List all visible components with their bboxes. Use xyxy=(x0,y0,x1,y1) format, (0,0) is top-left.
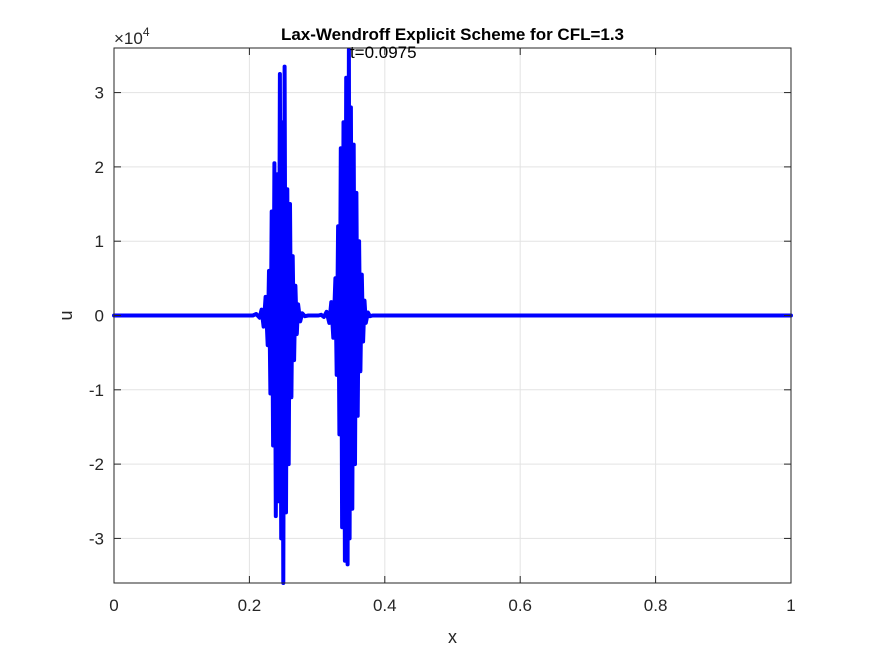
y-exponent-label: ×104 xyxy=(114,25,150,48)
y-exponent-base: ×10 xyxy=(114,29,143,48)
x-tick-label: 0.4 xyxy=(373,596,397,615)
x-tick-label: 0.2 xyxy=(238,596,262,615)
y-tick-label: 2 xyxy=(95,158,104,177)
y-tick-label: 0 xyxy=(95,307,104,326)
series-line-1 xyxy=(112,47,793,585)
y-tick-label: -2 xyxy=(89,455,104,474)
y-exponent-power: 4 xyxy=(143,25,150,39)
x-tick-label: 1 xyxy=(786,596,795,615)
y-tick-labels: -3 -2 -1 0 1 2 3 xyxy=(89,84,104,549)
tick-marks xyxy=(113,48,792,583)
series-group xyxy=(112,47,793,585)
y-tick-label: 3 xyxy=(95,84,104,103)
y-axis-label: u xyxy=(56,310,76,320)
chart-title: Lax-Wendroff Explicit Scheme for CFL=1.3 xyxy=(281,25,624,44)
x-axis-label: x xyxy=(448,627,457,647)
x-tick-label: 0 xyxy=(109,596,118,615)
y-tick-label: -1 xyxy=(89,381,104,400)
y-tick-label: 1 xyxy=(95,232,104,251)
x-tick-label: 0.8 xyxy=(644,596,668,615)
x-tick-label: 0.6 xyxy=(508,596,532,615)
x-tick-labels: 0 0.2 0.4 0.6 0.8 1 xyxy=(109,596,795,615)
y-tick-label: -3 xyxy=(89,529,104,548)
time-annotation: t=0.0975 xyxy=(350,43,417,62)
